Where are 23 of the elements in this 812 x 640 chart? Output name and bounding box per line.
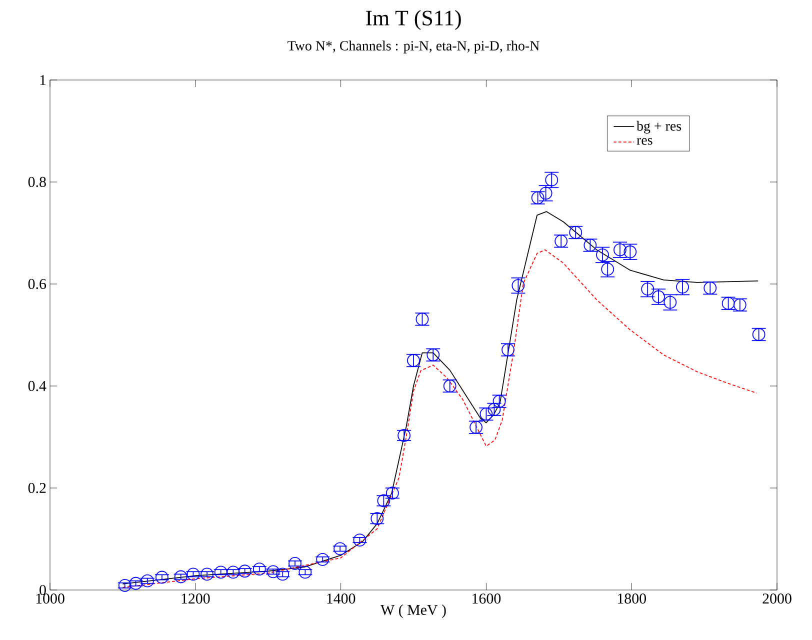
y-tick-label: 0.4 <box>28 380 46 392</box>
point <box>316 552 330 566</box>
x-tick-label: 1400 <box>327 594 356 604</box>
y-tick-label: 0.8 <box>28 176 46 188</box>
point <box>353 534 366 546</box>
y-tick-label: 0 <box>40 584 46 596</box>
y-tick-label: 0.2 <box>28 482 46 494</box>
point <box>276 568 290 581</box>
legend-label: bg + res <box>636 120 682 134</box>
x-tick-label: 1600 <box>472 594 501 604</box>
x-tick-label: 2000 <box>762 594 792 604</box>
y-tick-label: 1 <box>40 75 46 85</box>
x-tick-label: 1200 <box>182 594 210 604</box>
chart-subtitle: Two N*, Channels : pi-N, eta-N, pi-D, rho-N <box>288 40 540 54</box>
x-tick-label: 1800 <box>618 594 646 604</box>
x-axis-title: W ( MeV ) <box>380 604 446 618</box>
point <box>298 566 312 579</box>
y-tick-label: 0.6 <box>28 278 46 290</box>
point <box>334 542 347 556</box>
legend-label: res <box>636 138 652 145</box>
chart-title: Im T (S11) <box>366 10 461 30</box>
x-tick-label: 1000 <box>36 594 64 604</box>
point <box>288 557 302 570</box>
